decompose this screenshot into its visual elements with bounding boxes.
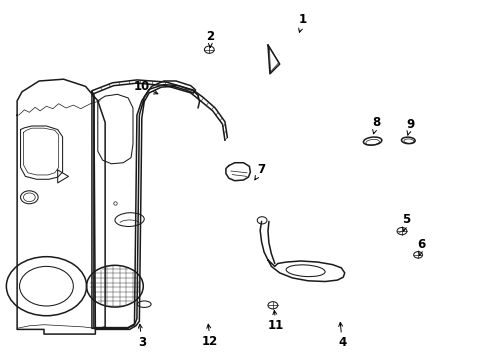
Text: 10: 10 [133, 80, 150, 93]
Text: 5: 5 [401, 213, 409, 226]
Text: 8: 8 [372, 116, 380, 129]
Text: 3: 3 [138, 336, 145, 348]
Text: 9: 9 [406, 118, 414, 131]
Text: 1: 1 [299, 13, 306, 26]
Text: 11: 11 [267, 319, 284, 332]
Text: 2: 2 [206, 30, 214, 42]
Text: 12: 12 [202, 335, 218, 348]
Text: 4: 4 [338, 336, 346, 349]
Text: 7: 7 [257, 163, 265, 176]
Text: 6: 6 [417, 238, 425, 251]
